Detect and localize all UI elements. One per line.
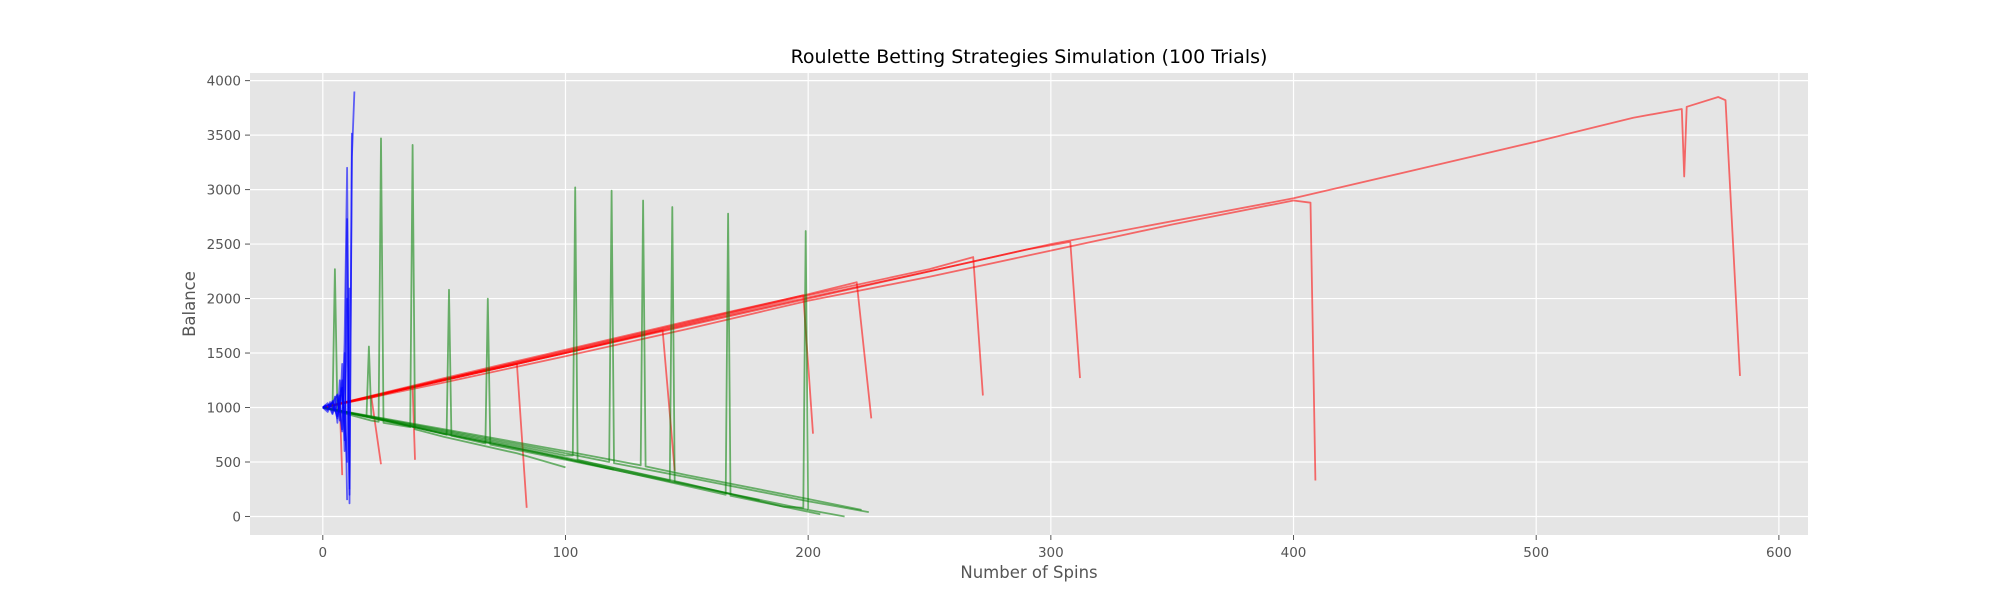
plot-background: [250, 73, 1808, 535]
series-line-0: [322, 199, 1317, 481]
x-tick-label: 200: [795, 545, 821, 561]
series-line-23: [322, 352, 348, 501]
y-tick-label: 500: [215, 455, 241, 471]
y-axis-label: Balance: [180, 271, 199, 337]
x-tick-label: 0: [319, 545, 328, 561]
y-tick-label: 4000: [207, 74, 241, 90]
axis-ticks: 0 100 200 300 400 500 600 0 500 1000 1500 2000 2500 3…: [207, 74, 1792, 561]
y-tick-label: 2000: [207, 292, 241, 308]
y-tick-label: 1500: [207, 346, 241, 362]
series-line-4: [322, 281, 873, 419]
series-line-24: [322, 379, 344, 424]
x-tick-label: 300: [1038, 545, 1064, 561]
series-line-12: [322, 189, 869, 513]
x-axis-label: Number of Spins: [960, 563, 1097, 582]
x-tick-label: 600: [1766, 545, 1792, 561]
grid: [250, 73, 1808, 535]
x-tick-label: 500: [1523, 545, 1549, 561]
y-tick-label: 2500: [207, 237, 241, 253]
x-tick-label: 100: [553, 545, 579, 561]
y-tick-label: 0: [232, 509, 241, 525]
y-tick-label: 1000: [207, 401, 241, 417]
chart-title: Roulette Betting Strategies Simulation (…: [791, 46, 1268, 68]
series-line-18: [322, 268, 615, 471]
series-line-13: [322, 199, 862, 511]
y-tick-label: 3500: [207, 128, 241, 144]
series-layer: [322, 91, 1741, 518]
y-tick-label: 3000: [207, 183, 241, 199]
x-tick-label: 400: [1281, 545, 1307, 561]
